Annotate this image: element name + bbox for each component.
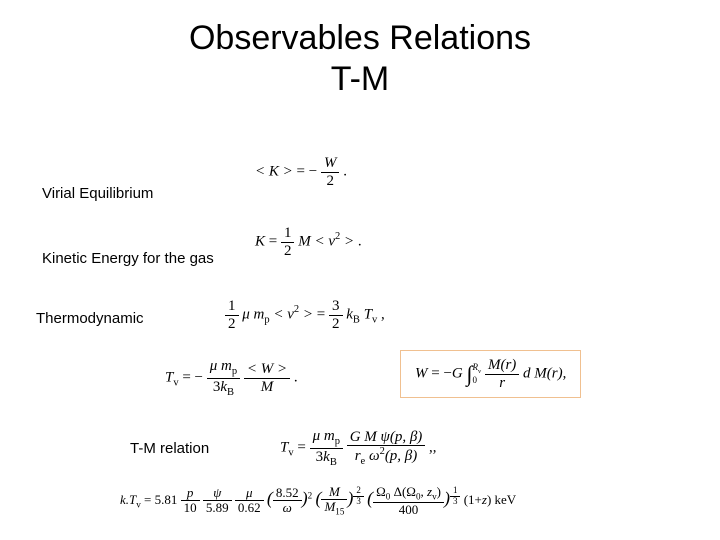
label-tm-relation: T-M relation <box>130 440 209 457</box>
equation-numeric: k.Tv = 5.81 p10 ψ5.89 μ0.62 (8.52ω)2 (MM… <box>120 485 516 517</box>
equation-w-integral: W = −G ∫Rv0 M(r)r d M(r), <box>400 350 581 398</box>
page-title: Observables Relations T-M <box>0 0 720 100</box>
label-kinetic: Kinetic Energy for the gas <box>42 250 214 267</box>
equation-thermo: 12 μ mp < v2 > = 32 kB Tv , <box>225 298 385 332</box>
title-line2: T-M <box>331 60 390 98</box>
equation-tm: Tv = μ mp3kB G M ψ(p, β)re ω2(p, β) ,, <box>280 428 437 468</box>
label-thermo: Thermodynamic <box>36 310 144 327</box>
title-line1: Observables Relations <box>189 19 531 57</box>
label-virial: Virial Equilibrium <box>42 185 153 202</box>
equation-virial: < K > = − W2 . <box>255 155 347 189</box>
equation-tv: Tv = − μ mp3kB < W >M . <box>165 358 298 398</box>
equation-kinetic: K = 12 M < v2 > . <box>255 225 362 259</box>
